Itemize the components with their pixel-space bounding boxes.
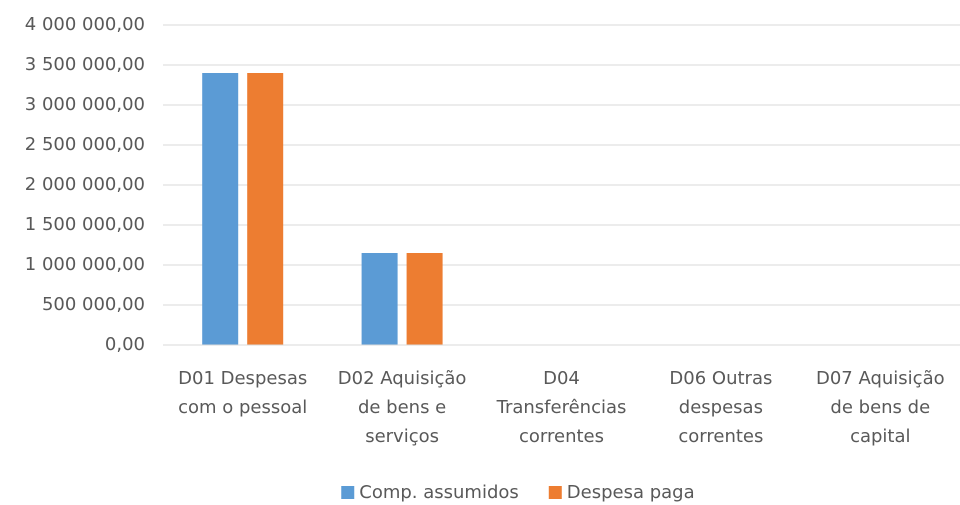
y-tick-label: 1 500 000,00 <box>25 214 145 235</box>
x-tick-label: D06 Outras despesas correntes <box>669 368 773 447</box>
y-tick-label: 3 500 000,00 <box>25 54 145 75</box>
bar <box>202 73 239 345</box>
legend-label: Despesa paga <box>567 482 695 503</box>
y-tick-label: 3 000 000,00 <box>25 94 145 115</box>
y-tick-label: 2 000 000,00 <box>25 174 145 195</box>
bar <box>247 73 284 345</box>
bar <box>406 253 443 345</box>
y-tick-label: 0,00 <box>105 334 145 355</box>
y-tick-label: 500 000,00 <box>42 294 145 315</box>
x-tick-label: D07 Aquisição de bens de capital <box>815 368 945 447</box>
x-tick-label: D02 Aquisição de bens e serviços <box>337 368 467 447</box>
y-tick-label: 1 000 000,00 <box>25 254 145 275</box>
y-tick-label: 2 500 000,00 <box>25 134 145 155</box>
legend-label: Comp. assumidos <box>359 482 519 503</box>
legend-swatch <box>341 486 355 499</box>
legend-swatch <box>548 486 562 499</box>
x-tick-label: D04 Transferências correntes <box>496 368 627 447</box>
x-tick-label: D01 Despesas com o pessoal <box>178 368 308 418</box>
bar <box>361 253 398 345</box>
y-tick-label: 4 000 000,00 <box>25 14 145 35</box>
